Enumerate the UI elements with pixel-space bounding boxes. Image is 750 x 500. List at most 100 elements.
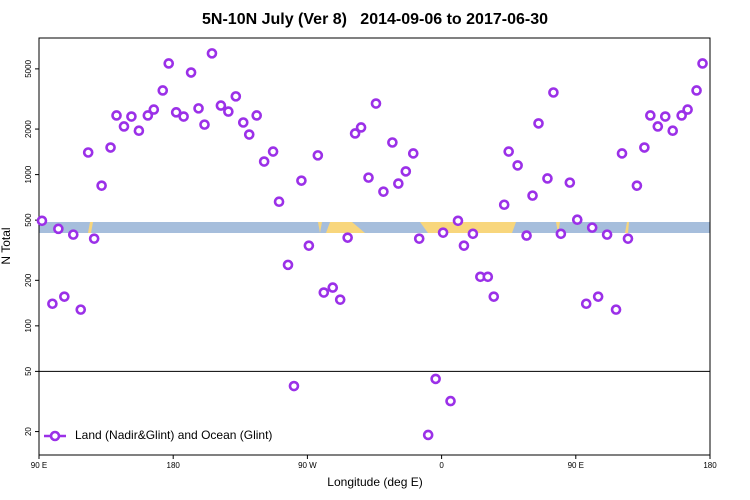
data-point [697,58,708,69]
data-point [75,304,87,315]
y-tick-label: 1000 [24,165,33,183]
data-point [185,67,197,78]
data-point [258,156,270,167]
data-point [400,166,412,177]
data-point [682,104,693,115]
data-point [527,190,538,201]
data-point [59,291,70,302]
data-point [282,259,294,271]
legend-marker [49,430,61,442]
data-point [148,104,160,115]
data-point [36,215,48,227]
x-tick-label: 0 [439,461,444,470]
data-point [652,121,664,132]
data-point [586,222,598,233]
data-point [318,287,330,298]
data-point [118,121,130,132]
data-point [555,228,567,240]
data-point [370,98,382,109]
data-point [355,122,367,133]
x-tick-label: 90 E [31,461,47,470]
data-point [622,233,634,244]
data-point [126,111,137,122]
y-tick-label: 20 [24,427,33,436]
data-point [512,160,523,171]
data-point [53,223,64,235]
data-point [142,110,154,121]
data-point [571,214,583,226]
data-point [243,129,255,140]
y-tick-label: 50 [24,366,33,375]
data-point [82,147,94,158]
data-point [413,233,425,244]
data-point [178,111,189,122]
x-axis-label: Longitude (deg E) [327,475,422,489]
data-point [215,100,227,111]
x-tick-label: 180 [703,461,717,470]
data-point [548,87,559,98]
data-point [273,196,285,207]
y-tick-label: 100 [24,319,33,333]
x-tick-label: 180 [167,461,181,470]
y-axis-label: N Total [0,227,13,264]
y-tick-label: 500 [24,213,33,227]
y-tick-label: 200 [24,273,33,287]
data-point [667,125,679,137]
data-point [564,177,576,188]
data-point [458,240,470,251]
data-point [206,48,218,59]
data-point [616,148,628,159]
data-point [452,215,464,227]
data-point [610,304,622,315]
x-tick-label: 90 E [568,461,584,470]
data-point [88,233,100,244]
data-point [601,229,613,240]
data-point [645,110,656,121]
legend-label: Land (Nadir&Glint) and Ocean (Glint) [75,428,272,442]
data-point [312,150,324,161]
data-point [521,230,532,241]
data-point [533,118,544,129]
data-point [482,271,494,283]
data-point [296,175,307,186]
data-point [676,110,687,121]
data-point [288,380,300,392]
data-point [387,137,398,148]
chart-title: 5N-10N July (Ver 8) 2014-09-06 to 2017-0… [202,11,548,28]
x-tick-label: 90 W [298,461,317,470]
y-tick-label: 5000 [24,59,33,77]
data-point [105,142,116,153]
data-point [445,395,456,407]
data-point [170,107,182,118]
data-point [342,232,353,243]
data-point [327,282,339,293]
data-point [334,294,346,305]
data-point [349,128,361,139]
data-point [193,103,204,114]
data-point [498,199,510,211]
data-point [163,58,175,69]
data-point [422,429,434,441]
data-point [157,85,169,96]
data-point [47,298,58,310]
data-point [251,110,263,121]
data-point [407,148,419,159]
data-point [437,227,449,238]
data-point [467,228,479,240]
data-point [378,186,389,197]
data-point [542,173,553,184]
data-point [111,110,122,121]
data-point [430,373,441,385]
data-point [303,240,315,251]
data-point [237,117,249,128]
data-point [230,91,242,102]
data-point [503,146,515,157]
data-point [96,180,107,191]
y-tick-label: 2000 [24,120,33,138]
data-point [659,111,671,122]
data-point [580,298,592,310]
data-point [631,180,643,191]
data-point [639,142,650,153]
data-point [199,119,210,130]
